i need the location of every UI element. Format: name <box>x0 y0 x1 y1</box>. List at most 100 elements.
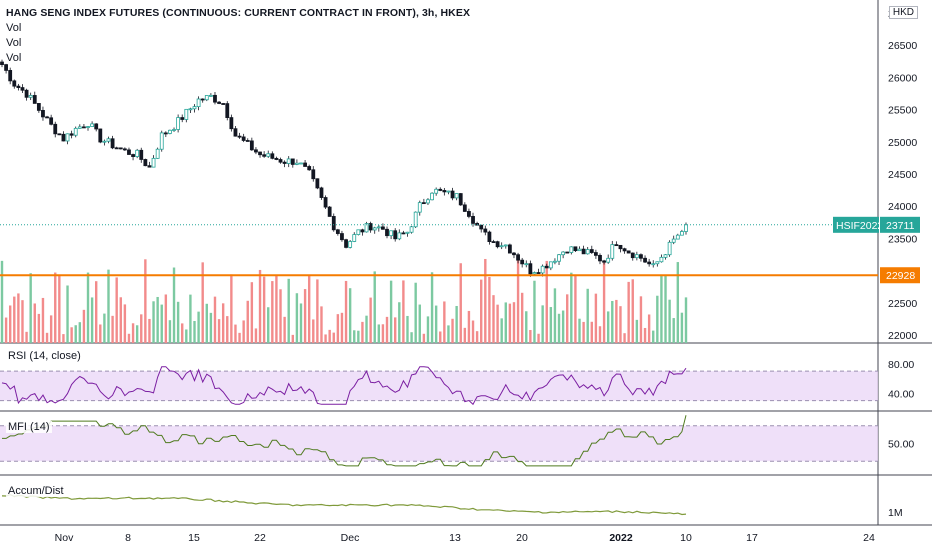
candle-body <box>454 193 459 199</box>
candle-body <box>286 158 291 164</box>
volume-bar <box>537 333 540 343</box>
candle-body <box>143 159 148 167</box>
volume-bar <box>570 272 573 343</box>
volume-bar <box>193 320 196 343</box>
volume-bar <box>344 280 348 343</box>
volume-bar <box>164 294 168 343</box>
candle-body <box>147 165 152 168</box>
legend-vol-2[interactable]: Vol <box>6 37 22 49</box>
volume-bar <box>447 325 450 343</box>
legend-vol-3[interactable]: Vol <box>6 52 22 64</box>
volume-bar <box>275 275 278 343</box>
candle-body <box>4 64 8 71</box>
volume-bar <box>295 293 299 343</box>
candle-body <box>495 241 500 248</box>
volume-bar <box>418 304 421 343</box>
volume-bar <box>299 303 303 343</box>
volume-bar <box>332 332 335 343</box>
candle-body <box>663 254 668 258</box>
volume-bar <box>520 292 524 343</box>
time-tick-label: 8 <box>125 532 131 544</box>
line-price-tag <box>880 267 920 284</box>
volume-bar <box>598 326 602 343</box>
price-tick-label: 23500 <box>888 233 917 245</box>
candle-body <box>680 231 684 236</box>
mfi-pane-label[interactable]: MFI (14) <box>6 421 52 433</box>
candle-body <box>278 159 283 163</box>
line-price-tag-label: 22928 <box>886 270 915 282</box>
ad-pane-label[interactable]: Accum/Dist <box>6 485 66 497</box>
symbol-title[interactable]: HANG SENG INDEX FUTURES (CONTINUOUS: CUR… <box>6 7 471 19</box>
candle-body <box>32 95 37 104</box>
candle-body <box>626 250 631 254</box>
candle-body <box>139 149 144 160</box>
volume-bar <box>549 307 553 343</box>
volume-bar <box>230 274 233 343</box>
candle-body <box>577 248 582 252</box>
volume-bar <box>107 269 110 343</box>
candle-body <box>241 136 246 141</box>
volume-bar <box>664 275 667 343</box>
rsi-tick-label: 80.00 <box>888 359 914 371</box>
volume-bar <box>582 321 585 343</box>
price-tick-label: 25000 <box>888 137 917 149</box>
candle-body <box>208 94 213 97</box>
volume-bar <box>209 312 213 343</box>
volume-bar <box>123 304 127 343</box>
candle-body <box>290 158 295 165</box>
rsi-tick-label: 40.00 <box>888 388 914 400</box>
candle-body <box>180 117 185 120</box>
volume-bar <box>246 300 249 343</box>
candle-body <box>82 126 86 129</box>
time-tick-label: 2022 <box>609 532 633 544</box>
volume-bar <box>86 272 90 343</box>
volume-bar <box>512 302 516 343</box>
volume-bar <box>557 313 561 343</box>
volume-bar <box>242 320 245 343</box>
candle-body <box>188 108 193 111</box>
candle-body <box>114 147 119 150</box>
currency-badge[interactable]: HKD <box>888 6 918 19</box>
candle-body <box>28 95 33 98</box>
volume-bar <box>467 310 471 343</box>
volume-bar <box>74 325 77 343</box>
volume-bar <box>316 279 319 343</box>
volume-bar <box>135 325 139 343</box>
candle-body <box>294 162 299 165</box>
mfi-tick-label: 50.00 <box>888 439 914 451</box>
candle-body <box>274 157 279 160</box>
rsi-pane-label[interactable]: RSI (14, close) <box>6 350 83 362</box>
candle-body <box>299 162 303 165</box>
candle-body <box>172 129 176 131</box>
candle-body <box>483 228 488 233</box>
volume-bar <box>463 327 467 343</box>
rsi-band <box>0 371 878 401</box>
candle-body <box>168 129 172 134</box>
candle-body <box>49 117 54 125</box>
volume-bar <box>393 317 397 343</box>
candle-body <box>397 232 402 240</box>
volume-bar <box>619 306 622 343</box>
candle-body <box>45 116 49 119</box>
volume-bar <box>443 301 446 343</box>
time-tick-label: Nov <box>55 532 74 544</box>
candle-body <box>163 132 168 135</box>
candle-body <box>360 229 365 233</box>
volume-bar <box>574 274 577 343</box>
candle-body <box>421 202 426 205</box>
volume-bar <box>25 331 28 343</box>
candle-body <box>237 135 242 138</box>
candle-body <box>491 241 496 243</box>
volume-bar <box>115 277 118 343</box>
candle-body <box>548 261 553 269</box>
volume-bar <box>168 320 172 343</box>
candle-body <box>151 157 156 168</box>
volume-bar <box>385 316 389 343</box>
candle-body <box>110 138 115 149</box>
volume-bar <box>586 288 589 343</box>
volume-bar <box>516 258 520 343</box>
legend-vol-1[interactable]: Vol <box>6 22 22 34</box>
volume-bar <box>578 318 581 343</box>
